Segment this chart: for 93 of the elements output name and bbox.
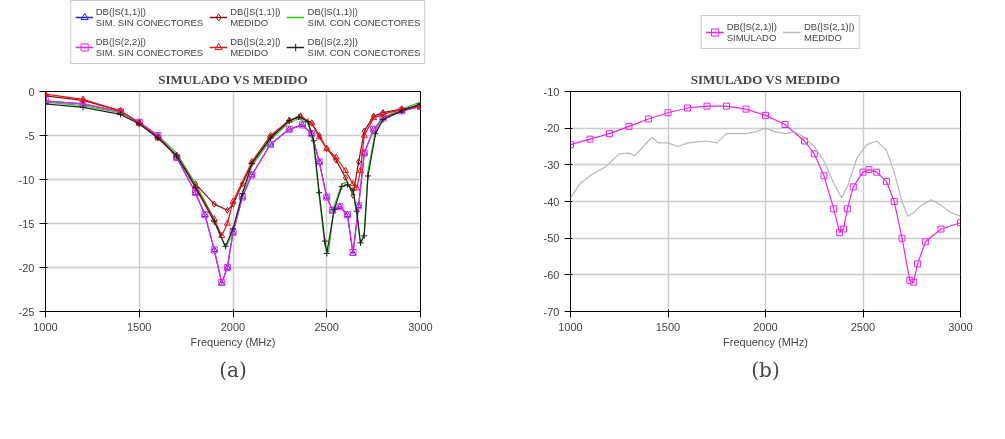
y-tick-label: -10 [18,173,35,186]
legend-label: DB(|S(2,2)|) SIM. CON CONECTORES [307,35,421,59]
x-tick-label: 1500 [655,320,681,333]
x-tick-label: 1500 [127,320,152,333]
point [357,166,364,173]
point [315,189,323,197]
y-tick-label: -5 [24,129,35,142]
point [210,218,218,226]
point [684,104,691,112]
point [762,111,769,119]
x-tick-label: 2500 [314,320,339,333]
point [357,239,364,247]
chart-title: SIMULADO VS MEDIDO [690,71,841,87]
point [218,231,226,239]
point [849,183,857,191]
point [364,172,372,180]
point [840,225,847,233]
point [843,205,851,213]
y-tick-label: -25 [18,305,35,318]
point [801,137,808,145]
y-tick-label: -40 [543,195,560,208]
point [353,184,361,191]
point [723,102,730,110]
point [664,109,672,117]
point [645,115,652,123]
x-tick-label: 3000 [408,320,433,333]
point [937,225,945,233]
point [703,102,711,110]
y-tick-label: -15 [18,217,35,230]
x-axis-title: Frequency (MHz) [723,335,808,348]
point [222,242,229,250]
point [321,237,329,245]
y-tick-label: -20 [543,122,560,135]
point [224,206,230,214]
point [625,122,633,130]
point [586,135,594,143]
point [781,121,789,128]
legend-label: DB(|S(2,1)|) MEDIDO [804,20,855,44]
point [820,172,828,180]
line-series [570,127,961,217]
point [356,158,362,166]
point [211,200,217,208]
chart-title: SIMULADO VS MEDIDO [158,71,308,87]
x-axis-title: Frequency (MHz) [190,335,276,348]
y-tick-label: -60 [543,268,560,281]
text: (a) [219,357,247,382]
legend-label: DB(|S(2,2)|) SIM. SIN CONECTORES [95,35,204,59]
point [360,232,368,240]
point [859,168,867,176]
y-tick-label: -10 [543,85,560,98]
point [830,205,838,213]
point [898,234,906,242]
y-tick-label: -50 [543,232,560,245]
legend-label: DB(|S(1,1)|) SIM. SIN CONECTORES [95,5,204,29]
legend-label: DB(|S(2,2)|) MEDIDO [230,35,281,59]
point [906,276,914,284]
legend-label: DB(|S(2,1)|) SIMULADO [726,20,777,44]
point [349,179,357,187]
legend-label: DB(|S(1,1)|) MEDIDO [230,5,281,29]
point [865,166,873,174]
point [342,166,349,173]
text: (b) [751,357,780,382]
x-tick-label: 1000 [33,320,58,333]
point [304,117,312,125]
point [914,260,922,268]
point [310,137,318,145]
legend-label: DB(|S(1,1)|) SIM. CON CONECTORES [307,5,421,29]
point [349,186,357,194]
point [921,238,929,246]
point [742,105,750,113]
point [910,278,918,286]
point [230,200,236,208]
y-tick-label: -20 [18,261,35,274]
x-tick-label: 3000 [948,320,973,333]
point [360,131,368,138]
x-tick-label: 1000 [558,320,583,333]
point [332,153,340,160]
point [873,168,881,176]
point [882,177,890,185]
y-tick-label: -30 [543,158,560,171]
point [372,130,379,138]
x-tick-label: 2000 [753,320,778,333]
point [223,219,231,226]
point [836,229,844,237]
y-tick-label: 0 [28,85,35,98]
point [606,130,613,138]
x-tick-label: 2000 [220,320,246,333]
x-tick-label: 2500 [850,320,876,333]
point [229,197,237,204]
point [353,207,361,215]
point [810,150,818,158]
point [890,198,898,205]
y-tick-label: -70 [543,305,560,318]
